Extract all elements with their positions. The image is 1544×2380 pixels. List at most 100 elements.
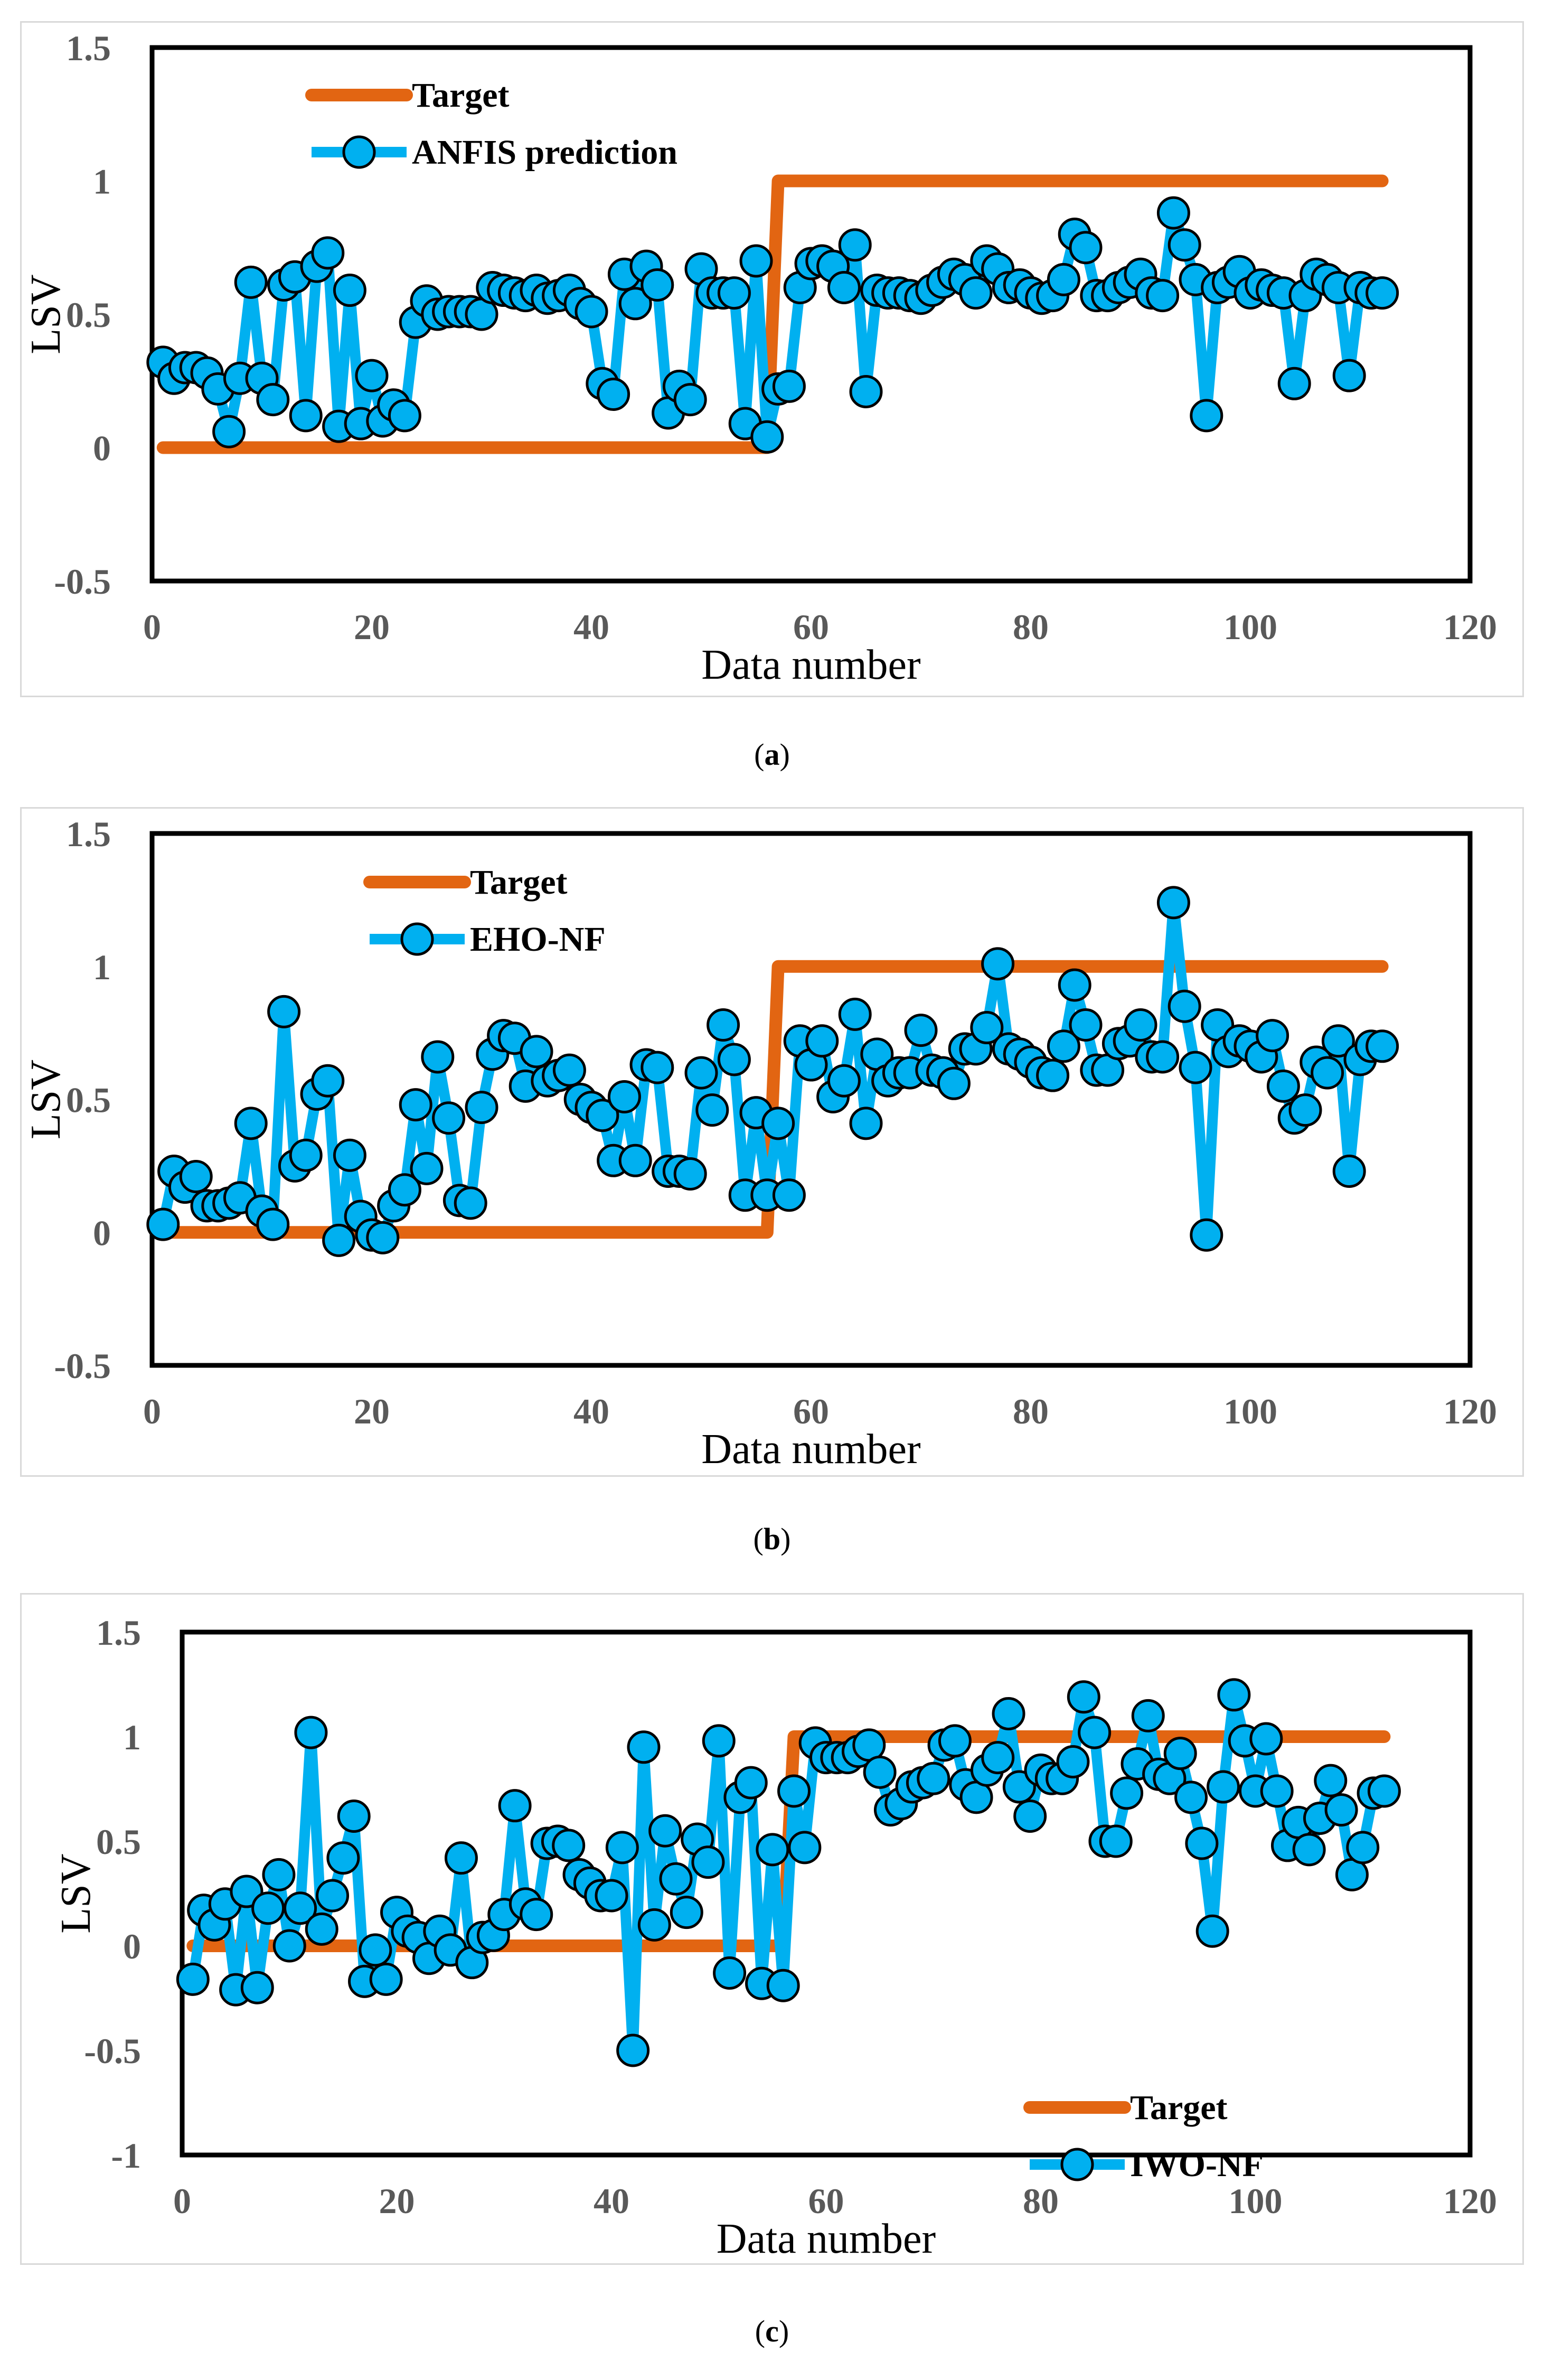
prediction-point [616,2034,650,2067]
prediction-point [305,1912,338,1946]
prediction-point [981,1741,1015,1775]
prediction-point [1036,1058,1070,1092]
prediction-point [1249,1722,1283,1756]
prediction-point [659,1862,693,1896]
panel-label-c: (c) [755,2314,789,2348]
prediction-point [691,1845,725,1879]
chart-a: -0.5 0 0.5 1 1.5 0 20 40 60 80 100 120 Data number LS… [23,28,1497,688]
prediction-point [702,1724,736,1758]
x-axis-title: Data number [701,1426,920,1473]
prediction-point [355,359,389,392]
prediction-point [849,1107,883,1140]
prediction-point [1069,231,1103,265]
prediction-point [1185,1826,1219,1860]
legend-target-label: Target [1130,2088,1228,2127]
prediction-point [1156,886,1190,920]
prediction-point [1321,1024,1355,1058]
y-tick-label: 0.5 [96,1822,141,1862]
prediction-point [970,1011,1004,1045]
prediction-point [717,1043,751,1076]
y-tick-label: 1 [93,162,111,202]
prediction-point [388,1173,421,1207]
prediction-point [788,1831,822,1864]
prediction-point [1332,1154,1366,1188]
prediction-point [212,415,246,448]
plot-area [149,831,1473,1368]
prediction-point [734,1766,768,1800]
prediction-point [240,1971,274,2004]
prediction-point [316,1879,350,1913]
y-axis-title: LSV [53,1853,99,1933]
prediction-point [1099,1824,1133,1858]
prediction-point [1146,279,1180,313]
prediction-point [262,1858,296,1891]
prediction-point [1207,1770,1240,1804]
x-tick-label: 60 [793,607,829,647]
x-axis-title: Data number [717,2216,936,2262]
prediction-point [641,268,674,302]
panel-label-c-letter: c [765,2314,779,2348]
prediction-point [981,947,1015,981]
prediction-point [717,276,751,310]
prediction-point [938,1724,972,1758]
prediction-point [1190,1218,1223,1252]
prediction-point [256,1207,290,1241]
prediction-point [595,1879,628,1913]
legend-target-label: Target [412,76,510,115]
prediction-point [1217,1678,1251,1712]
x-tick-label: 20 [379,2181,415,2221]
prediction-point [684,1056,718,1090]
y-tick-label: 1 [123,1717,141,1757]
prediction-point [904,1014,938,1047]
x-tick-label: 120 [1443,2181,1497,2221]
target-series-line [156,960,1389,1239]
prediction-point [234,265,268,299]
prediction-series-line [158,211,1382,438]
prediction-point [1179,1051,1212,1084]
x-tick-label: 40 [573,607,609,647]
prediction-point [827,1064,861,1098]
prediction-point [1056,1745,1090,1779]
x-tick-label: 100 [1229,2181,1283,2221]
prediction-point [333,274,366,307]
y-tick-label: 0.5 [66,295,111,335]
prediction-point [756,1833,789,1867]
y-axis-title: LSV [23,1060,69,1139]
prediction-point [1190,399,1223,433]
prediction-point [959,276,993,310]
prediction-point [465,1091,498,1125]
prediction-point [597,378,630,411]
panel-label-b: (b) [753,1522,791,1556]
panel-label-b-letter: b [763,1522,781,1556]
x-tick-label: 60 [793,1391,829,1431]
prediction-point [637,1908,671,1942]
x-tick-label: 80 [1013,607,1049,647]
prediction-point [1367,1774,1401,1808]
prediction-point [256,383,290,417]
prediction-point [289,1138,323,1172]
prediction-point [289,399,323,433]
prediction-point [1069,1008,1103,1042]
prediction-point [1288,1093,1322,1127]
prediction-point [673,383,707,417]
prediction-point [432,1101,466,1135]
prediction-point [1124,1008,1157,1042]
x-tick-label: 100 [1223,607,1277,647]
plot-area [180,1629,1473,2158]
prediction-point [251,1891,285,1925]
prediction-point [284,1891,317,1925]
prediction-point [337,1799,371,1833]
prediction-point [552,1829,586,1862]
prediction-point [766,1969,800,2002]
prediction-point [772,369,806,403]
prediction-point [1366,276,1399,310]
prediction-point [388,399,421,433]
prediction-point [421,1040,455,1074]
x-tick-label: 100 [1223,1391,1277,1431]
prediction-point [234,1107,268,1140]
prediction-point [1332,359,1366,392]
prediction-point [454,1186,487,1220]
prediction-point [326,1841,360,1875]
prediction-point [1168,989,1201,1023]
prediction-point [1047,1029,1080,1063]
